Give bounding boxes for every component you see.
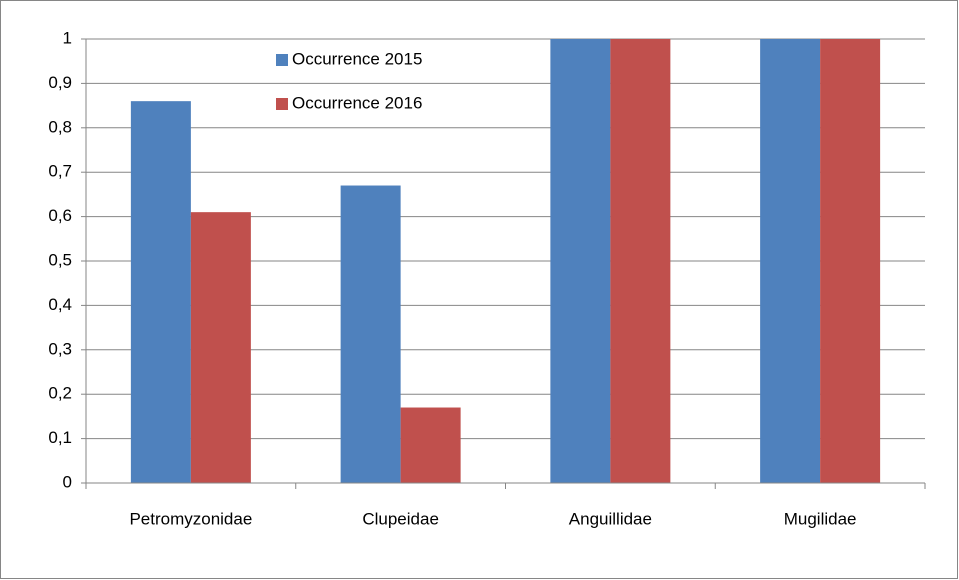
x-tick-label: Clupeidae — [362, 509, 439, 528]
x-tick-label: Petromyzonidae — [129, 509, 252, 528]
y-tick-label: 0 — [63, 472, 72, 491]
legend-label: Occurrence 2016 — [292, 93, 422, 112]
y-tick-label: 0,7 — [48, 162, 72, 181]
bar — [400, 407, 461, 483]
y-tick-label: 0,2 — [48, 384, 72, 403]
bar — [190, 212, 251, 483]
x-tick-label: Anguillidae — [569, 509, 652, 528]
bar — [130, 101, 191, 483]
legend-swatch — [276, 98, 288, 110]
legend-label: Occurrence 2015 — [292, 49, 422, 68]
y-tick-label: 0,3 — [48, 339, 72, 358]
bar — [610, 39, 671, 483]
y-tick-label: 0,9 — [48, 73, 72, 92]
y-tick-label: 0,4 — [48, 295, 72, 314]
y-tick-label: 0,6 — [48, 206, 72, 225]
bar — [550, 39, 611, 483]
y-tick-label: 1 — [63, 28, 72, 47]
bar — [820, 39, 881, 483]
bar — [340, 185, 401, 483]
y-tick-label: 0,1 — [48, 428, 72, 447]
legend-swatch — [276, 54, 288, 66]
bar — [760, 39, 821, 483]
y-tick-label: 0,8 — [48, 117, 72, 136]
x-tick-label: Mugilidae — [784, 509, 857, 528]
y-tick-label: 0,5 — [48, 250, 72, 269]
